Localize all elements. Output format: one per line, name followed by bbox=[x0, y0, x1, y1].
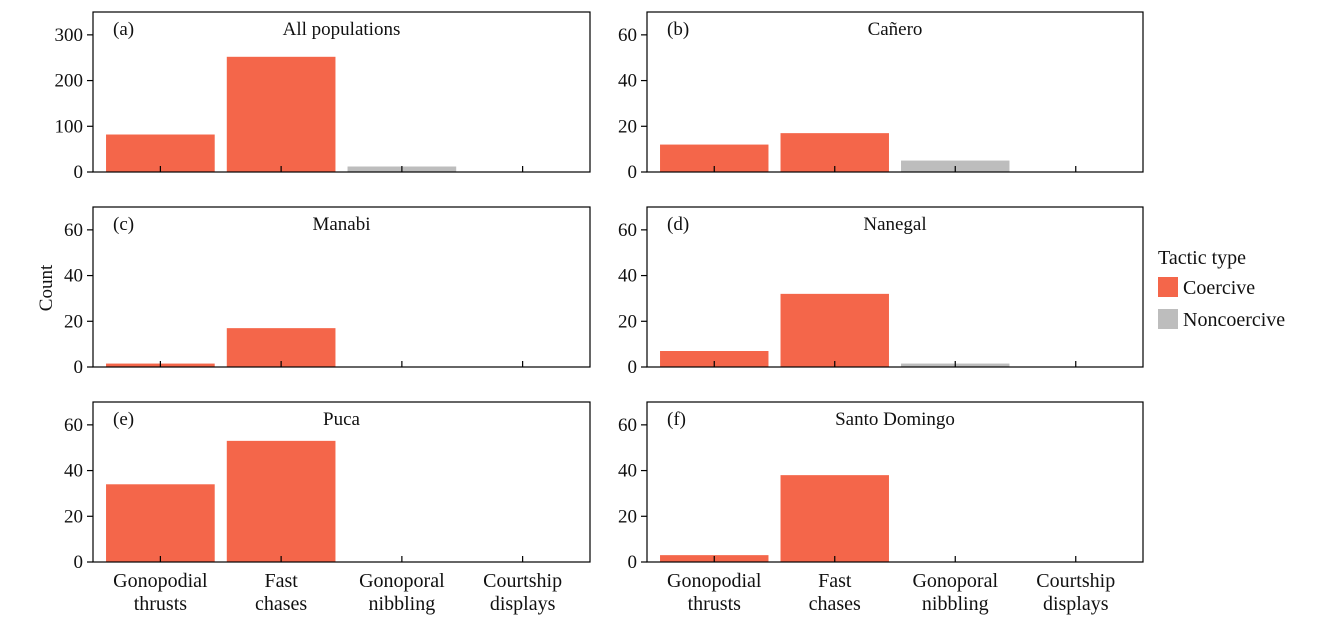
x-category-label: Fast chases bbox=[255, 570, 307, 615]
bar-gonopodial-thrusts bbox=[660, 351, 769, 367]
y-tick-label: 200 bbox=[55, 71, 84, 92]
y-tick-label: 20 bbox=[64, 311, 83, 332]
panel-c: 0 20 40 60 (c) Manabi bbox=[64, 206, 591, 378]
x-category-label: Gonoporal nibbling bbox=[359, 570, 445, 615]
y-tick-label: 0 bbox=[628, 357, 638, 378]
y-tick-label: 60 bbox=[64, 415, 83, 436]
y-tick-label: 40 bbox=[618, 71, 637, 92]
legend-label-noncoercive: Noncoercive bbox=[1183, 309, 1285, 331]
panel-e: 0 20 40 60 (e) Puca Gonopodial thrusts Fast chase… bbox=[64, 401, 591, 615]
panel-title: All populations bbox=[283, 19, 401, 40]
y-tick-label: 20 bbox=[64, 506, 83, 527]
y-tick-label: 60 bbox=[618, 415, 637, 436]
y-tick-label: 60 bbox=[618, 220, 637, 241]
legend: Tactic type Coercive Noncoercive bbox=[1158, 247, 1285, 331]
panel-title: Puca bbox=[323, 409, 361, 430]
bar-fast-chases bbox=[780, 293, 889, 367]
plot-frame bbox=[92, 11, 591, 173]
y-tick-label: 40 bbox=[64, 266, 83, 287]
y-tick-label: 40 bbox=[618, 461, 637, 482]
legend-swatch-coercive bbox=[1158, 277, 1178, 297]
panel-title: Cañero bbox=[868, 19, 923, 40]
legend-label-coercive: Coercive bbox=[1183, 277, 1255, 299]
y-tick-label: 60 bbox=[618, 25, 637, 46]
panel-letter: (e) bbox=[113, 409, 134, 430]
y-tick-label: 20 bbox=[618, 311, 637, 332]
y-tick-label: 60 bbox=[64, 220, 83, 241]
panel-letter: (f) bbox=[667, 409, 686, 430]
y-tick-label: 0 bbox=[628, 162, 638, 183]
y-tick-label: 40 bbox=[64, 461, 83, 482]
y-tick-label: 100 bbox=[55, 116, 84, 137]
panel-letter: (b) bbox=[667, 19, 689, 40]
legend-swatch-noncoercive bbox=[1158, 309, 1178, 329]
plot-frame bbox=[92, 206, 591, 368]
panel-title: Nanegal bbox=[863, 214, 926, 235]
panel-title: Santo Domingo bbox=[835, 409, 955, 430]
legend-title: Tactic type bbox=[1158, 247, 1246, 269]
bar-gonopodial-thrusts bbox=[106, 134, 215, 172]
bar-fast-chases bbox=[780, 475, 889, 562]
y-tick-label: 20 bbox=[618, 116, 637, 137]
x-category-label: Courtship displays bbox=[483, 570, 562, 615]
x-category-label: Gonopodial thrusts bbox=[667, 570, 762, 615]
bar-fast-chases bbox=[226, 328, 336, 367]
panel-d: 0 20 40 60 (d) Nanegal bbox=[618, 206, 1144, 378]
plot-frame bbox=[92, 401, 591, 563]
y-tick-label: 0 bbox=[74, 357, 84, 378]
y-tick-label: 20 bbox=[618, 506, 637, 527]
panel-letter: (d) bbox=[667, 214, 689, 235]
bar-fast-chases bbox=[780, 133, 889, 172]
panel-a: 0 100 200 300 (a) All populations bbox=[55, 11, 591, 183]
panel-letter: (c) bbox=[113, 214, 134, 235]
x-category-label: Gonoporal nibbling bbox=[912, 570, 998, 615]
x-category-label: Courtship displays bbox=[1036, 570, 1115, 615]
bar-gonopodial-thrusts bbox=[106, 484, 215, 562]
bar-fast-chases bbox=[226, 56, 336, 172]
panel-title: Manabi bbox=[312, 214, 370, 235]
y-tick-label: 0 bbox=[74, 162, 84, 183]
y-tick-label: 40 bbox=[618, 266, 637, 287]
bar-fast-chases bbox=[226, 440, 336, 562]
y-tick-label: 0 bbox=[628, 552, 638, 573]
y-axis-label: Count bbox=[36, 264, 57, 311]
panel-f: 0 20 40 60 (f) Santo Domingo Gonopodial thrusts… bbox=[618, 401, 1144, 615]
y-tick-label: 300 bbox=[55, 25, 84, 46]
panel-letter: (a) bbox=[113, 19, 134, 40]
panel-b: 0 20 40 60 (b) Cañero bbox=[618, 11, 1144, 183]
plot-frame bbox=[646, 11, 1144, 173]
y-tick-label: 0 bbox=[74, 552, 84, 573]
plot-frame bbox=[646, 206, 1144, 368]
x-category-label: Gonopodial thrusts bbox=[113, 570, 208, 615]
x-category-label: Fast chases bbox=[809, 570, 861, 615]
plot-frame bbox=[646, 401, 1144, 563]
